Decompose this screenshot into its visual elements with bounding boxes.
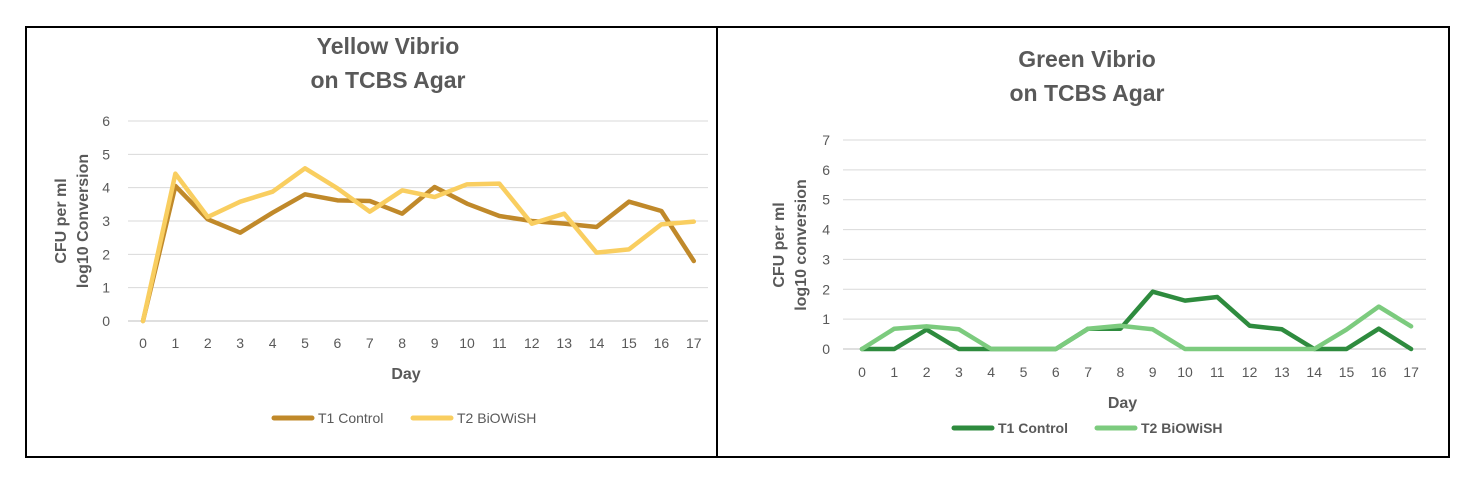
y-tick-label: 6 [822,162,830,178]
x-tick-label: 12 [1242,364,1258,380]
x-tick-label: 1 [890,364,898,380]
x-tick-label: 13 [556,335,572,351]
y-axis-label-line1: CFU per ml [53,178,70,263]
chart-title-line1: Green Vibrio [1018,46,1156,72]
legend-label: T2 BiOWiSH [457,410,536,426]
x-tick-label: 0 [139,335,147,351]
x-axis-label: Day [1108,395,1137,412]
y-tick-label: 7 [822,132,830,148]
x-tick-label: 5 [1020,364,1028,380]
series-line-2 [859,304,1414,352]
y-tick-label: 5 [102,146,110,162]
x-tick-label: 6 [1052,364,1060,380]
chart-title-line2: on TCBS Agar [1009,80,1164,106]
figure-frame [25,26,1450,458]
x-tick-label: 15 [621,335,637,351]
y-tick-label: 2 [822,281,830,297]
x-axis-label: Day [391,366,420,383]
x-tick-label: 2 [204,335,212,351]
x-tick-label: 4 [987,364,995,380]
y-axis-label-line1: CFU per ml [771,202,788,287]
x-tick-label: 14 [589,335,605,351]
y-axis-label-line2: log10 conversion [793,179,810,311]
x-tick-label: 7 [1084,364,1092,380]
x-tick-label: 9 [1149,364,1157,380]
y-tick-label: 4 [102,180,110,196]
y-axis-label-line2: log10 Conversion [75,154,92,288]
series-line-1 [859,289,1414,352]
x-tick-label: 16 [654,335,670,351]
legend-label: T1 Control [998,420,1068,436]
y-tick-label: 1 [102,280,110,296]
y-tick-label: 3 [822,251,830,267]
x-tick-label: 4 [269,335,277,351]
x-tick-label: 0 [858,364,866,380]
x-tick-label: 10 [459,335,475,351]
chart-title-line2: on TCBS Agar [310,67,465,93]
x-tick-label: 2 [923,364,931,380]
x-tick-label: 10 [1177,364,1193,380]
x-tick-label: 16 [1371,364,1387,380]
legend-label: T1 Control [318,410,383,426]
y-tick-label: 4 [822,222,830,238]
series-line-2 [140,166,697,324]
x-tick-label: 8 [398,335,406,351]
series-line-1 [140,183,697,324]
x-tick-label: 8 [1117,364,1125,380]
x-tick-label: 6 [334,335,342,351]
y-axis-label: CFU per ml log10 conversion [771,179,810,311]
x-tick-label: 14 [1306,364,1322,380]
x-tick-label: 12 [524,335,540,351]
y-tick-label: 1 [822,311,830,327]
x-tick-label: 15 [1339,364,1355,380]
y-tick-label: 0 [822,341,830,357]
x-tick-label: 3 [955,364,963,380]
x-tick-label: 17 [1403,364,1419,380]
y-tick-label: 3 [102,213,110,229]
y-tick-label: 0 [102,313,110,329]
x-tick-label: 1 [172,335,180,351]
x-tick-label: 3 [236,335,244,351]
x-tick-label: 11 [1210,364,1225,380]
x-tick-label: 5 [301,335,309,351]
y-tick-label: 5 [822,192,830,208]
y-tick-label: 2 [102,246,110,262]
legend-label: T2 BiOWiSH [1141,420,1223,436]
y-axis-label: CFU per ml log10 Conversion [53,154,92,288]
x-tick-label: 7 [366,335,374,351]
x-tick-label: 17 [686,335,702,351]
x-tick-label: 11 [492,335,507,351]
chart-title-line1: Yellow Vibrio [317,33,460,59]
panel-divider [716,26,718,458]
y-tick-label: 6 [102,113,110,129]
x-tick-label: 13 [1274,364,1290,380]
x-tick-label: 9 [431,335,439,351]
